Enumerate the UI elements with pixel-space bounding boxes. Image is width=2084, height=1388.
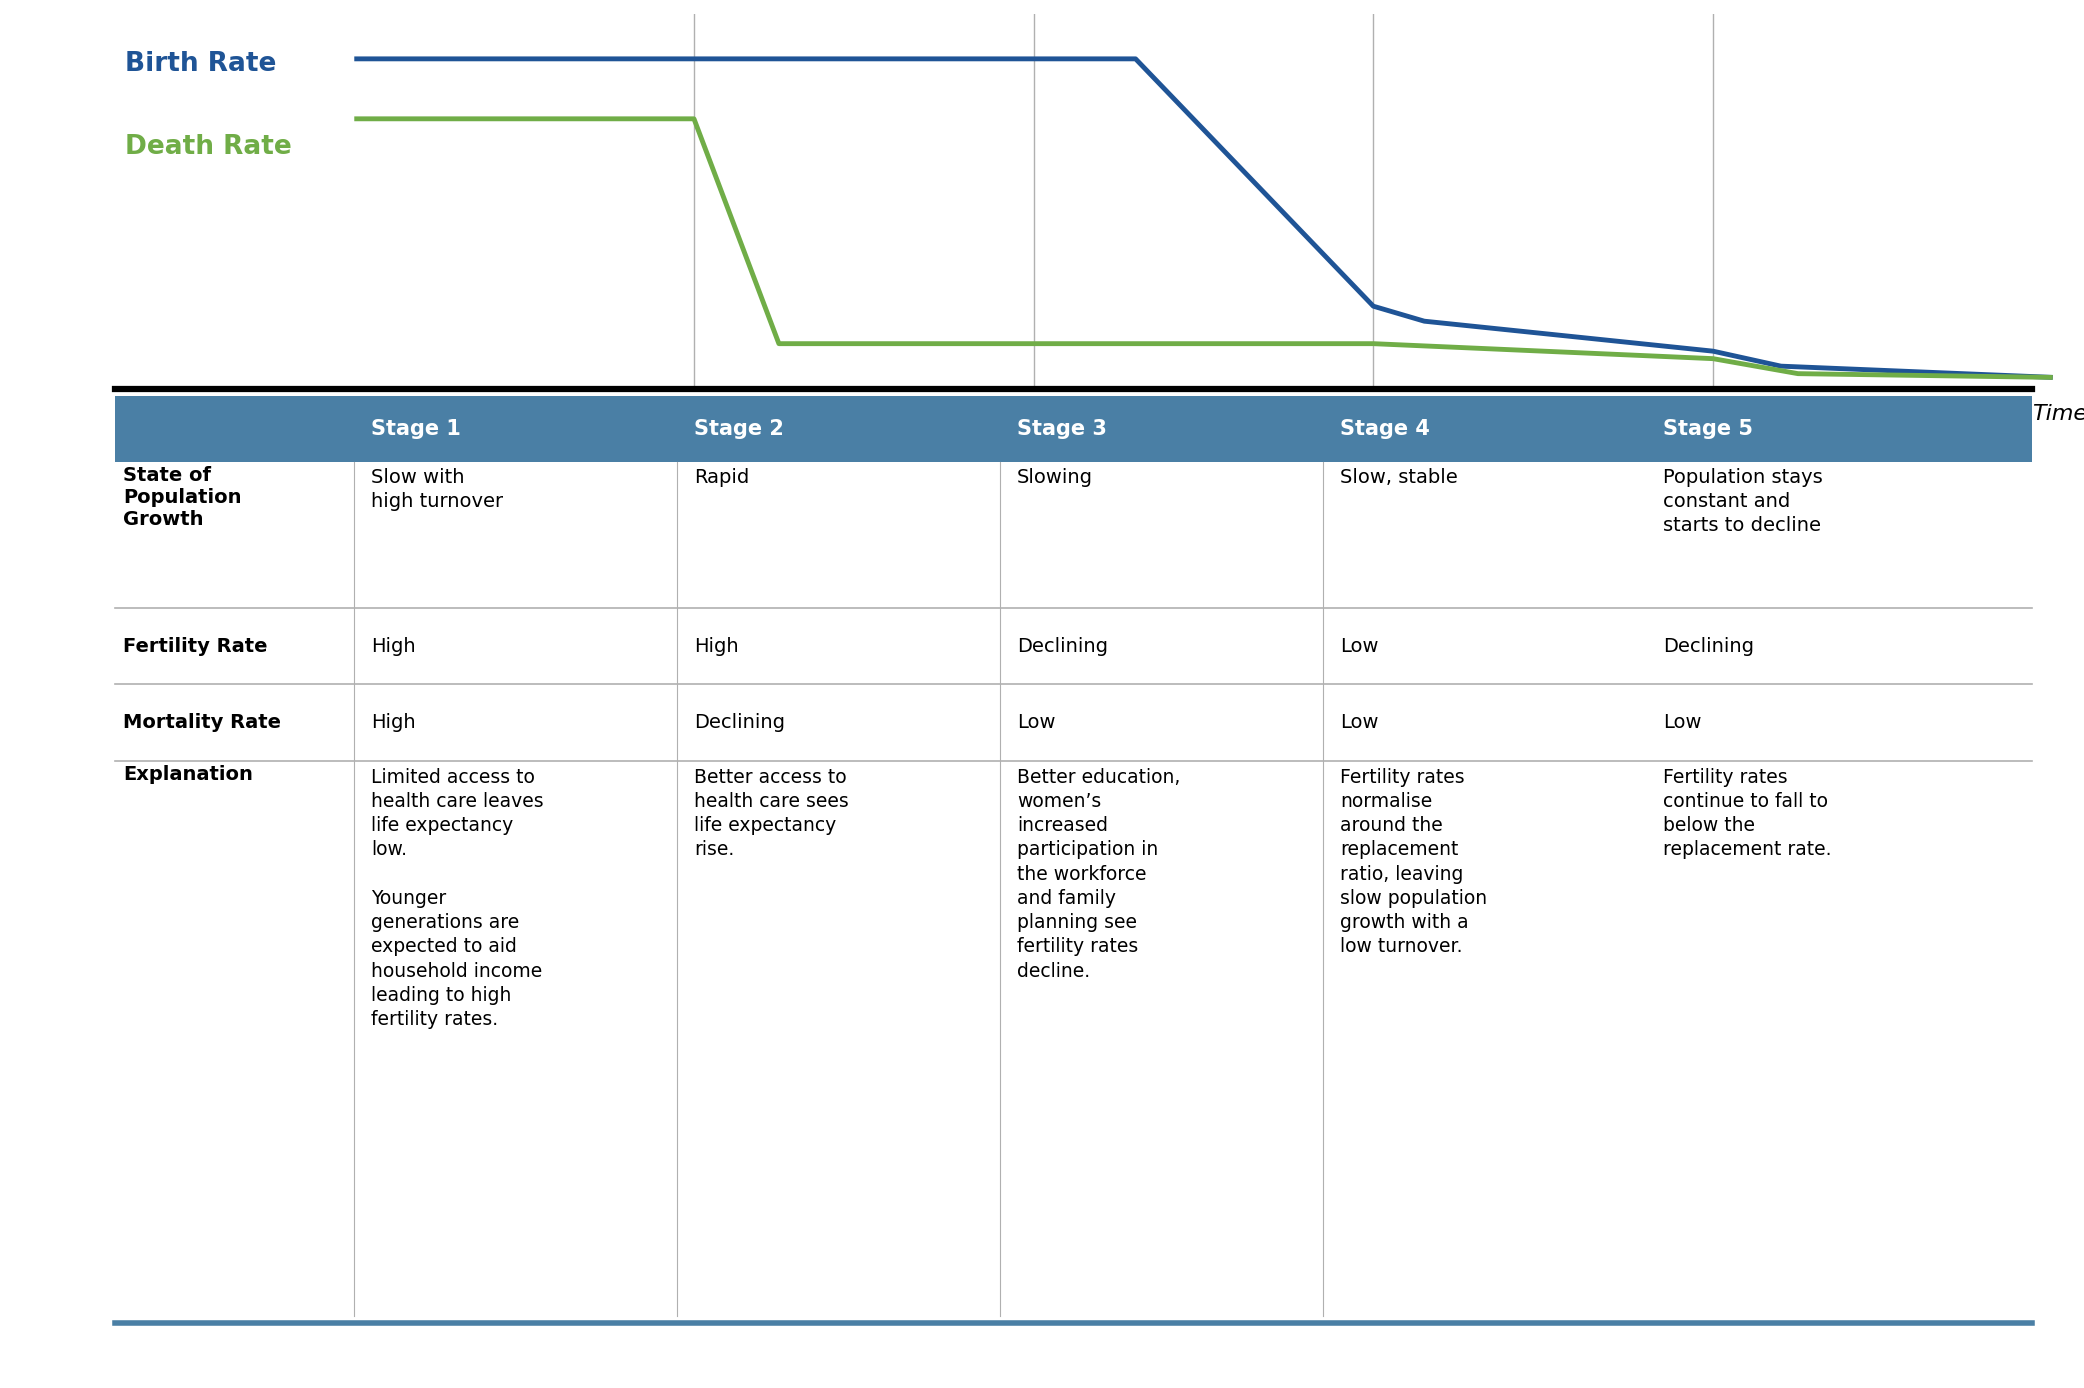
Text: State of
Population
Growth: State of Population Growth <box>123 466 242 529</box>
Text: Slow with
high turnover: Slow with high turnover <box>371 468 502 511</box>
Text: High: High <box>371 713 415 731</box>
Text: Stage 2: Stage 2 <box>694 419 784 439</box>
Text: Declining: Declining <box>1017 637 1109 655</box>
Text: Better access to
health care sees
life expectancy
rise.: Better access to health care sees life e… <box>694 768 848 859</box>
Text: Limited access to
health care leaves
life expectancy
low.

Younger
generations a: Limited access to health care leaves lif… <box>371 768 544 1029</box>
Text: Better education,
women’s
increased
participation in
the workforce
and family
pl: Better education, women’s increased part… <box>1017 768 1180 980</box>
Text: Fertility rates
normalise
around the
replacement
ratio, leaving
slow population
: Fertility rates normalise around the rep… <box>1340 768 1488 956</box>
Text: Population stays
constant and
starts to decline: Population stays constant and starts to … <box>1663 468 1824 536</box>
Text: Fertility rates
continue to fall to
below the
replacement rate.: Fertility rates continue to fall to belo… <box>1663 768 1832 859</box>
Text: Slowing: Slowing <box>1017 468 1092 487</box>
Text: Declining: Declining <box>694 713 786 731</box>
Text: Slow, stable: Slow, stable <box>1340 468 1459 487</box>
Bar <box>115 396 2032 462</box>
Text: Low: Low <box>1340 713 1378 731</box>
Text: Birth Rate: Birth Rate <box>125 51 277 78</box>
Text: Rapid: Rapid <box>694 468 750 487</box>
Text: Explanation: Explanation <box>123 765 252 784</box>
Text: Death Rate: Death Rate <box>125 133 292 160</box>
Text: Low: Low <box>1017 713 1055 731</box>
Text: Fertility Rate: Fertility Rate <box>123 637 267 655</box>
Text: Stage 4: Stage 4 <box>1340 419 1430 439</box>
Text: Stage 3: Stage 3 <box>1017 419 1107 439</box>
Text: Time: Time <box>2032 404 2084 423</box>
Text: Stage 1: Stage 1 <box>371 419 461 439</box>
Text: Stage 5: Stage 5 <box>1663 419 1753 439</box>
Text: Declining: Declining <box>1663 637 1755 655</box>
Text: Low: Low <box>1340 637 1378 655</box>
Text: High: High <box>694 637 738 655</box>
Text: Mortality Rate: Mortality Rate <box>123 713 281 731</box>
Text: High: High <box>371 637 415 655</box>
Text: Low: Low <box>1663 713 1701 731</box>
